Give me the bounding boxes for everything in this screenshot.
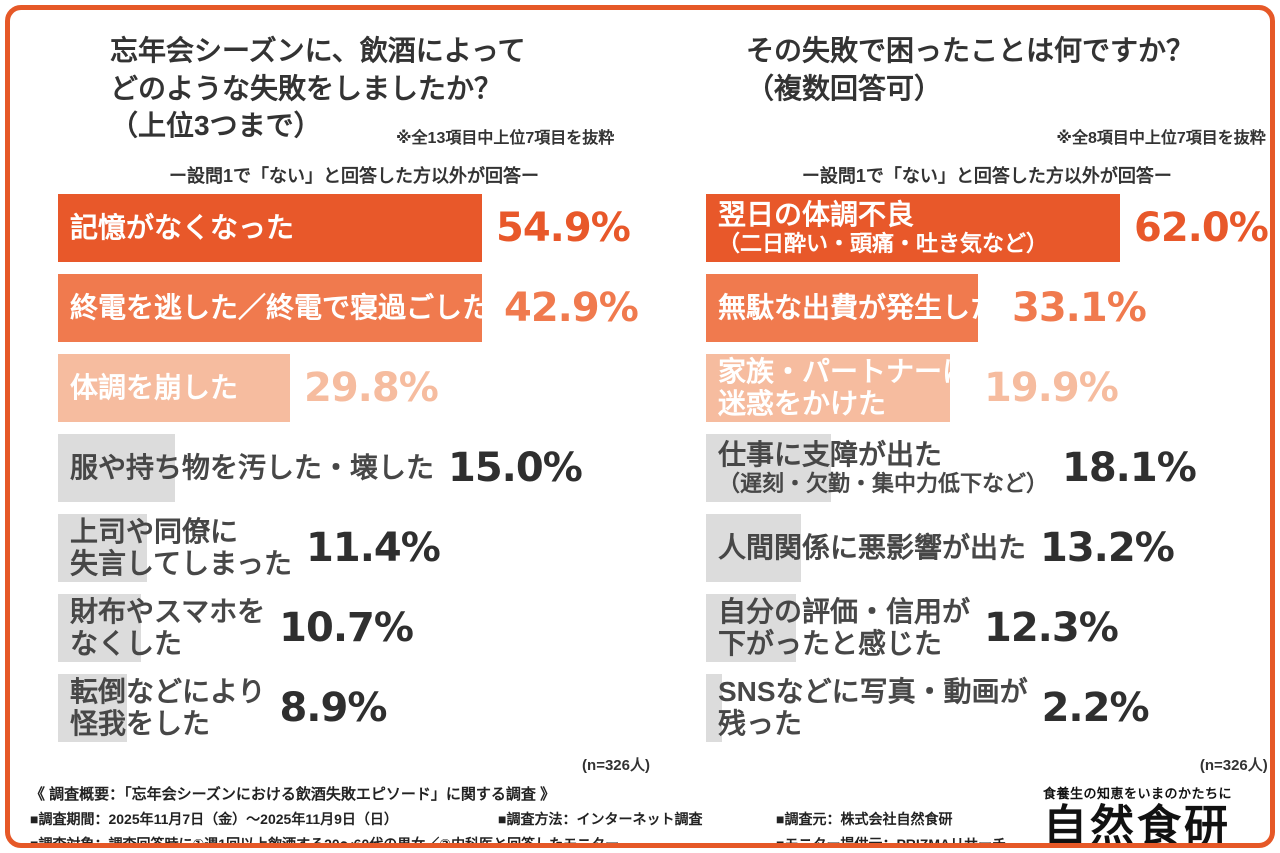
bar-label: 仕事に支障が出た （遅刻・欠勤・集中力低下など） (718, 439, 1049, 497)
survey-period: ■調査期間：2025年11月7日（金）〜2025年11月9日（日） (30, 811, 398, 827)
bar-row: 記憶がなくなった 54.9% (58, 194, 650, 262)
bar-fill (58, 434, 175, 502)
chart-subtitle: ー設問1で「ない」と回答した方以外が回答ー (168, 166, 539, 186)
brand-tagline: 食養生の知恵をいまのかたちに (1043, 786, 1233, 801)
bar-value: 19.9% (984, 365, 1119, 411)
bar-fill (706, 674, 722, 742)
chart-note: ※全8項目中上位7項目を抜粋 (1056, 130, 1266, 147)
bar-chart: その失敗で困ったことは何ですか？ （複数回答可） ※全8項目中上位7項目を抜粋 ー… (706, 32, 1269, 775)
bar-content: 終電を逃した／終電で寝過ごした 42.9% (58, 274, 650, 342)
sample-size: (n=326人) (582, 757, 650, 774)
chart-header: 忘年会シーズンに、飲酒によって どのような失敗をしましたか？ （上位3つまで） ※全… (58, 32, 650, 154)
chart-subtitle: ー設問1で「ない」と回答した方以外が回答ー (801, 166, 1172, 186)
bar-row: 上司や同僚に 失言してしまった 11.4% (58, 514, 650, 582)
survey-overview-heading: 《 調査概要：「忘年会シーズンにおける飲酒失敗エピソード」に関する調査 》 (30, 786, 556, 803)
bar-fill (58, 354, 290, 422)
bar-fill (706, 194, 1120, 262)
bar-fill (58, 514, 147, 582)
bar-label: 財布やスマホを なくした (70, 595, 266, 659)
bar-content: 翌日の体調不良 （二日酔い・頭痛・吐き気など） 62.0% (706, 194, 1269, 262)
bar-label: 無駄な出費が発生した (718, 291, 999, 323)
survey-method: ■調査方法：インターネット調査 (498, 811, 703, 827)
bar-label: 体調を崩した (70, 371, 239, 403)
bar-fill (58, 594, 141, 662)
bar-value: 11.4% (306, 525, 441, 571)
bar-value: 62.0% (1134, 205, 1269, 251)
bar-fill (706, 594, 796, 662)
bar-fill (58, 194, 482, 262)
bar-value: 8.9% (279, 685, 387, 731)
bar-fill (58, 674, 127, 742)
brand-name: 自然食研 (1043, 802, 1231, 848)
brand-logo: 食養生の知恵をいまのかたちに 自然食研 (1043, 783, 1248, 848)
bar-row: 服や持ち物を汚した・壊した 15.0% (58, 434, 650, 502)
bar-row: 自分の評価・信用が 下がったと感じた 12.3% (706, 594, 1268, 662)
bar-content: 体調を崩した 29.8% (58, 354, 650, 422)
survey-footer: 《 調査概要：「忘年会シーズンにおける飲酒失敗エピソード」に関する調査 》 ■調… (10, 775, 1270, 848)
bar-content: 無駄な出費が発生した 33.1% (706, 274, 1268, 342)
bar-fill (706, 274, 978, 342)
bar-fill (706, 354, 950, 422)
bar-value: 15.0% (448, 445, 583, 491)
bar-label: 記憶がなくなった (70, 211, 295, 243)
bar-row: 人間関係に悪影響が出た 13.2% (706, 514, 1268, 582)
bar-chart: 忘年会シーズンに、飲酒によって どのような失敗をしましたか？ （上位3つまで） ※全… (58, 32, 650, 775)
bar-label: 終電を逃した／終電で寝過ごした (70, 291, 491, 323)
survey-target: ■調査対象：調査回答時に①週1回以上飲酒する20〜60代の男女／②内科医と回答し… (30, 836, 620, 848)
bar-label: 自分の評価・信用が 下がったと感じた (718, 595, 971, 659)
bar-fill (706, 434, 831, 502)
bar-value: 54.9% (496, 205, 631, 251)
bar-row: 財布やスマホを なくした 10.7% (58, 594, 650, 662)
chart-header: その失敗で困ったことは何ですか？ （複数回答可） ※全8項目中上位7項目を抜粋 (706, 32, 1268, 154)
bar-row: 体調を崩した 29.8% (58, 354, 650, 422)
survey-details: ■調査期間：2025年11月7日（金）〜2025年11月9日（日） ■調査方法：… (30, 809, 1070, 848)
bar-label: 服や持ち物を汚した・壊した (70, 451, 435, 483)
survey-monitor: ■モニター提供元：PRIZMAリサーチ (776, 836, 1007, 848)
bar-value: 10.7% (279, 605, 414, 651)
bar-content: 家族・パートナーに 迷惑をかけた 19.9% (706, 354, 1268, 422)
bar-value: 42.9% (504, 285, 639, 331)
bar-row: 家族・パートナーに 迷惑をかけた 19.9% (706, 354, 1268, 422)
bar-content: 服や持ち物を汚した・壊した 15.0% (58, 434, 650, 502)
bar-label: 転倒などにより 怪我をした (70, 675, 266, 739)
bar-value: 18.1% (1062, 445, 1197, 491)
bar-row: 翌日の体調不良 （二日酔い・頭痛・吐き気など） 62.0% (706, 194, 1269, 262)
sample-size: (n=326人) (1199, 757, 1268, 774)
chart-note: ※全13項目中上位7項目を抜粋 (396, 130, 615, 147)
bar-content: 記憶がなくなった 54.9% (58, 194, 650, 262)
bar-label: SNSなどに写真・動画が 残った (718, 675, 1028, 739)
bar-row: 無駄な出費が発生した 33.1% (706, 274, 1268, 342)
bar-label: 翌日の体調不良 （二日酔い・頭痛・吐き気など） (718, 199, 1049, 257)
bar-fill (706, 514, 801, 582)
bar-label: 人間関係に悪影響が出た (718, 531, 1027, 563)
bar-content: 仕事に支障が出た （遅刻・欠勤・集中力低下など） 18.1% (706, 434, 1268, 502)
bar-value: 2.2% (1041, 685, 1150, 731)
bar-label: 上司や同僚に 失言してしまった (70, 515, 293, 579)
bar-value: 12.3% (984, 605, 1119, 651)
bar-content: 上司や同僚に 失言してしまった 11.4% (58, 514, 650, 582)
infographic-frame: 忘年会シーズンに、飲酒によって どのような失敗をしましたか？ （上位3つまで） ※全… (5, 5, 1275, 848)
bar-content: 転倒などにより 怪我をした 8.9% (58, 674, 650, 742)
charts-area: 忘年会シーズンに、飲酒によって どのような失敗をしましたか？ （上位3つまで） ※全… (10, 10, 1270, 775)
bar-value: 33.1% (1012, 285, 1147, 331)
bar-content: 自分の評価・信用が 下がったと感じた 12.3% (706, 594, 1268, 662)
bar-fill (58, 274, 482, 342)
bar-content: SNSなどに写真・動画が 残った 2.2% (706, 674, 1268, 742)
bar-content: 財布やスマホを なくした 10.7% (58, 594, 650, 662)
bar-label: 家族・パートナーに 迷惑をかけた (718, 355, 971, 419)
bar-row: 終電を逃した／終電で寝過ごした 42.9% (58, 274, 650, 342)
bar-row: 転倒などにより 怪我をした 8.9% (58, 674, 650, 742)
bars: 記憶がなくなった 54.9% 終電を逃した／終電で寝過ごした 42.9% 体調を… (58, 194, 650, 742)
bar-value: 13.2% (1040, 525, 1175, 571)
survey-source: ■調査元：株式会社自然食研 (776, 811, 953, 827)
bar-content: 人間関係に悪影響が出た 13.2% (706, 514, 1268, 582)
chart-title: その失敗で困ったことは何ですか？ （複数回答可） (746, 35, 1195, 104)
bars: 翌日の体調不良 （二日酔い・頭痛・吐き気など） 62.0% 無駄な出費が発生した … (706, 194, 1269, 742)
bar-row: SNSなどに写真・動画が 残った 2.2% (706, 674, 1268, 742)
chart-title: 忘年会シーズンに、飲酒によって どのような失敗をしましたか？ （上位3つまで） (110, 35, 526, 142)
bar-row: 仕事に支障が出た （遅刻・欠勤・集中力低下など） 18.1% (706, 434, 1268, 502)
bar-value: 29.8% (304, 365, 439, 411)
